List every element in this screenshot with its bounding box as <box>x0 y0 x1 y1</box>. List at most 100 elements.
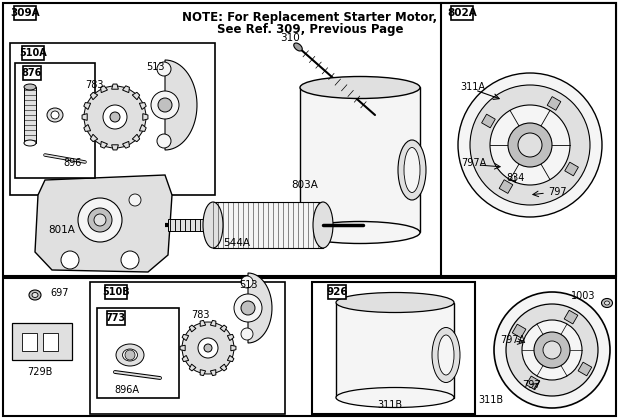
Bar <box>451 6 473 20</box>
Ellipse shape <box>151 91 179 119</box>
Ellipse shape <box>24 140 36 146</box>
Ellipse shape <box>29 290 41 300</box>
Circle shape <box>543 341 561 359</box>
Circle shape <box>129 194 141 206</box>
Polygon shape <box>180 345 185 351</box>
Circle shape <box>51 111 59 119</box>
Circle shape <box>110 112 120 122</box>
Circle shape <box>88 208 112 232</box>
Polygon shape <box>220 364 227 371</box>
Polygon shape <box>220 325 227 332</box>
Circle shape <box>61 251 79 269</box>
Bar <box>14 6 36 20</box>
Ellipse shape <box>300 222 420 243</box>
Circle shape <box>94 214 106 226</box>
Circle shape <box>470 85 590 205</box>
Text: eReplacementParts.com: eReplacementParts.com <box>234 222 386 235</box>
Polygon shape <box>189 325 196 332</box>
Polygon shape <box>200 370 206 375</box>
Circle shape <box>121 251 139 269</box>
Polygon shape <box>231 345 236 351</box>
Circle shape <box>78 198 122 242</box>
Bar <box>441 3 616 276</box>
Ellipse shape <box>24 84 36 90</box>
Polygon shape <box>165 60 197 150</box>
Bar <box>15 63 95 178</box>
Text: 797A: 797A <box>461 158 486 168</box>
Bar <box>24 87 36 143</box>
Circle shape <box>490 105 570 185</box>
Bar <box>336 303 454 398</box>
Text: 926: 926 <box>326 287 348 297</box>
Circle shape <box>125 350 135 360</box>
Ellipse shape <box>336 388 454 408</box>
Text: 797: 797 <box>548 187 567 197</box>
Polygon shape <box>84 103 91 109</box>
Circle shape <box>157 134 171 148</box>
Text: 801A: 801A <box>48 225 75 235</box>
Circle shape <box>534 332 570 368</box>
Text: 310: 310 <box>280 33 300 43</box>
Polygon shape <box>210 370 216 375</box>
Text: 797A: 797A <box>500 335 525 345</box>
Polygon shape <box>91 92 98 100</box>
Ellipse shape <box>604 301 609 305</box>
Bar <box>97 308 179 398</box>
Polygon shape <box>189 364 196 371</box>
Polygon shape <box>91 134 98 142</box>
Circle shape <box>506 304 598 396</box>
Ellipse shape <box>336 292 454 313</box>
Text: 803A: 803A <box>291 180 319 190</box>
Bar <box>300 88 420 233</box>
Bar <box>168 219 208 231</box>
Bar <box>328 285 346 299</box>
Polygon shape <box>35 175 172 272</box>
Polygon shape <box>84 124 91 132</box>
Text: 783: 783 <box>85 80 104 90</box>
Polygon shape <box>140 103 146 109</box>
Text: 311B: 311B <box>378 400 402 410</box>
Polygon shape <box>12 323 72 360</box>
Circle shape <box>241 328 253 340</box>
Polygon shape <box>132 92 140 100</box>
Text: 513: 513 <box>239 280 257 290</box>
Circle shape <box>241 276 253 288</box>
Polygon shape <box>100 86 107 93</box>
Bar <box>499 180 513 194</box>
Bar <box>43 333 58 351</box>
Bar <box>105 285 126 299</box>
Polygon shape <box>123 86 130 93</box>
Circle shape <box>494 292 610 408</box>
Bar <box>3 3 616 276</box>
Ellipse shape <box>404 147 420 192</box>
Circle shape <box>234 294 262 322</box>
Text: See Ref. 309, Previous Page: See Ref. 309, Previous Page <box>217 23 403 36</box>
Text: 773: 773 <box>106 313 126 323</box>
Text: 802A: 802A <box>447 8 477 18</box>
Polygon shape <box>140 124 146 132</box>
Bar <box>564 310 578 324</box>
Bar <box>547 97 561 110</box>
Ellipse shape <box>116 344 144 366</box>
Polygon shape <box>210 321 216 326</box>
Text: 311A: 311A <box>460 82 485 92</box>
Circle shape <box>103 105 127 129</box>
Bar <box>90 282 285 414</box>
Polygon shape <box>112 84 118 89</box>
Ellipse shape <box>398 140 426 200</box>
Polygon shape <box>143 114 148 120</box>
Bar <box>526 376 540 390</box>
Ellipse shape <box>32 292 38 297</box>
Polygon shape <box>132 134 140 142</box>
Polygon shape <box>228 334 234 341</box>
Bar <box>23 67 41 80</box>
Polygon shape <box>100 141 107 148</box>
Circle shape <box>508 123 552 167</box>
Circle shape <box>204 344 212 352</box>
Text: 797: 797 <box>522 380 541 390</box>
Text: 510A: 510A <box>19 48 47 58</box>
Bar <box>578 362 591 376</box>
Text: 783: 783 <box>191 310 210 320</box>
Circle shape <box>458 73 602 217</box>
Bar <box>512 324 526 338</box>
